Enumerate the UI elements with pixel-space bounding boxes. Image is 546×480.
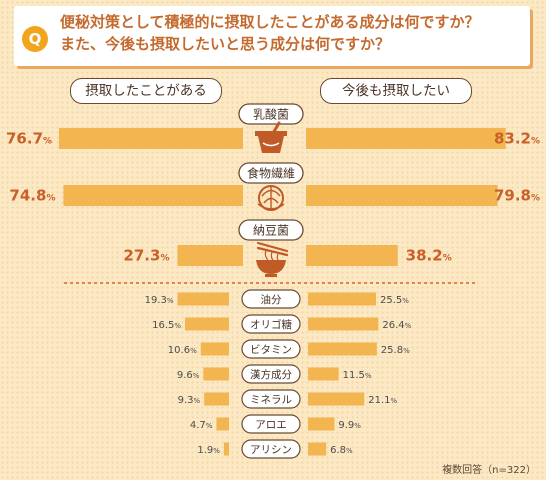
natto-icon <box>265 274 277 277</box>
value-left: 9.3% <box>178 395 201 406</box>
value-right: 26.4% <box>382 320 411 331</box>
yogurt-icon <box>258 136 284 153</box>
bar-right <box>306 245 398 266</box>
value-right: 9.9% <box>338 420 361 431</box>
category-label: 乳酸菌 <box>253 107 289 122</box>
yogurt-icon <box>255 131 287 136</box>
bar-right <box>308 417 335 431</box>
bar-left <box>177 245 243 266</box>
value-right: 6.8% <box>330 445 353 456</box>
bar-left <box>63 185 244 206</box>
value-left: 16.5% <box>152 320 181 331</box>
category-label: ミネラル <box>250 394 292 406</box>
natto-icon <box>256 260 286 274</box>
bar-left <box>58 128 243 149</box>
value-left: 74.8% <box>9 187 55 205</box>
bar-left <box>185 317 229 331</box>
value-right: 38.2% <box>406 247 452 265</box>
bar-right <box>308 342 377 356</box>
category-pill <box>238 219 304 241</box>
category-pill <box>241 364 301 384</box>
bar-left <box>204 392 229 406</box>
bar-left <box>216 417 229 431</box>
value-right: 11.5% <box>343 370 372 381</box>
natto-icon <box>256 241 289 253</box>
bar-right <box>308 292 376 306</box>
category-pill <box>241 289 301 309</box>
yogurt-icon <box>270 121 281 137</box>
value-right: 25.8% <box>381 345 410 356</box>
yogurt-icon <box>262 142 280 147</box>
right-header: 今後も摂取したい <box>320 78 472 104</box>
category-label: 納豆菌 <box>253 224 289 238</box>
bar-right <box>308 442 327 456</box>
question-line-2: また、今後も摂取したいと思う成分は何ですか？ <box>60 35 391 53</box>
question-badge: Q <box>22 26 48 52</box>
question-box <box>14 6 530 66</box>
category-label: ビタミン <box>250 344 292 356</box>
value-left: 76.7% <box>6 130 52 148</box>
category-pill <box>241 439 301 459</box>
question-title: 便秘対策として積極的に摂取したことがある成分は何ですか？ また、今後も摂取したい… <box>60 11 526 55</box>
value-right: 21.1% <box>368 395 397 406</box>
category-pill <box>238 103 304 125</box>
category-pill <box>241 314 301 334</box>
bar-right <box>308 317 379 331</box>
category-label: アリシン <box>250 444 292 456</box>
value-right: 83.2% <box>494 130 540 148</box>
question-line-1: 便秘対策として積極的に摂取したことがある成分は何ですか？ <box>60 13 480 31</box>
bar-right <box>308 367 339 381</box>
bar-right <box>306 128 506 149</box>
bar-left <box>203 367 229 381</box>
sample-note: 複数回答（n=322） <box>442 465 536 476</box>
left-header: 摂取したことがある <box>70 78 222 104</box>
value-right: 25.5% <box>380 295 409 306</box>
value-left: 9.6% <box>177 370 200 381</box>
value-left: 10.6% <box>168 345 197 356</box>
category-label: 油分 <box>261 293 282 306</box>
value-left: 19.3% <box>145 295 174 306</box>
value-right: 79.8% <box>494 187 540 205</box>
category-label: アロエ <box>255 419 287 431</box>
value-left: 27.3% <box>123 247 169 265</box>
value-left: 4.7% <box>190 420 213 431</box>
cabbage-icon <box>257 203 285 210</box>
bar-left <box>177 292 229 306</box>
category-pill <box>241 339 301 359</box>
bar-left <box>200 342 229 356</box>
bar-right <box>308 392 365 406</box>
bar-right <box>306 185 498 206</box>
category-pill <box>241 389 301 409</box>
category-label: オリゴ糖 <box>250 318 292 331</box>
bar-left <box>223 442 229 456</box>
category-label: 漢方成分 <box>250 368 292 381</box>
category-pill <box>238 162 304 184</box>
value-left: 1.9% <box>197 445 220 456</box>
natto-icon <box>256 246 289 257</box>
category-pill <box>241 414 301 434</box>
category-label: 食物繊維 <box>247 166 295 181</box>
